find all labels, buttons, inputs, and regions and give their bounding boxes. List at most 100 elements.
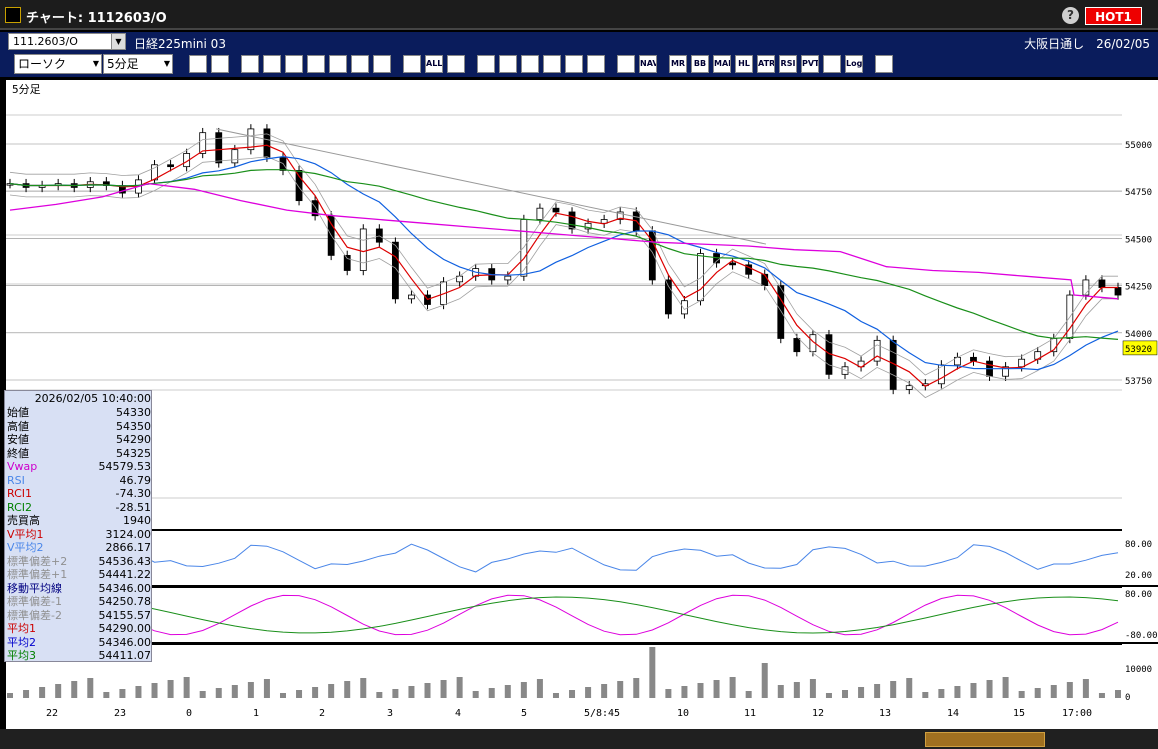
chevron-down-icon: ▼ [163, 59, 170, 68]
volume-bar [1066, 682, 1073, 698]
title-bar: チャート: 1112603/O ? HOT1 [0, 0, 1158, 30]
price-tick-label: 55000 [1125, 141, 1152, 151]
atr-icon[interactable]: ATR [757, 55, 775, 73]
period-icon[interactable] [565, 55, 583, 73]
mae-icon[interactable]: MAE [713, 55, 731, 73]
grid-icon[interactable] [211, 55, 229, 73]
volume-bar [440, 680, 447, 698]
disabled-icon[interactable] [617, 55, 635, 73]
back-icon[interactable] [307, 55, 325, 73]
settings-icon[interactable] [447, 55, 465, 73]
candle-body [536, 207, 544, 220]
volume-bar [1098, 693, 1105, 698]
cursor-icon[interactable] [285, 55, 303, 73]
candle-body [873, 339, 881, 362]
time-tick-label: 0 [186, 708, 192, 719]
time-axis-panel [6, 700, 1158, 729]
volume-bar [954, 686, 961, 698]
info-value: 54330 [116, 406, 151, 419]
window-title: チャート: 1112603/O [26, 11, 167, 26]
memo-icon[interactable] [329, 55, 347, 73]
rsi-icon[interactable]: RSI [779, 55, 797, 73]
volume-bar [520, 682, 527, 698]
zoom-icon[interactable] [543, 55, 561, 73]
info-value: 54441.22 [98, 568, 152, 581]
hl-icon[interactable]: HL [735, 55, 753, 73]
search-icon[interactable] [189, 55, 207, 73]
info-value: 54346.00 [98, 635, 152, 649]
time-scrollbar[interactable] [0, 729, 1158, 749]
time-tick-label: 11 [744, 708, 756, 719]
volume-bar [167, 680, 174, 698]
pvt-icon[interactable]: PVT [801, 55, 819, 73]
volume-bar [263, 679, 270, 698]
hot-button[interactable]: HOT1 [1085, 7, 1142, 25]
draw-icon[interactable] [241, 55, 259, 73]
chart-type-select[interactable]: ローソク ▼ [14, 54, 102, 74]
log-icon[interactable]: Log [845, 55, 863, 73]
bb-icon[interactable]: BB [691, 55, 709, 73]
scrollbar-thumb[interactable] [925, 732, 1045, 747]
candle-body [793, 338, 801, 353]
info-value: 54536.43 [98, 554, 152, 568]
ma3-line [9, 169, 1119, 340]
symbol-input[interactable]: 111.2603/O ▼ [8, 33, 126, 50]
volume-bar [938, 689, 945, 698]
candle-mode-icon[interactable] [403, 55, 421, 73]
info-row: 高値 54350 [7, 420, 151, 433]
time-tick-label: 15 [1013, 708, 1025, 719]
all-icon[interactable]: ALL [425, 55, 443, 73]
info-value: 54155.57 [98, 608, 152, 622]
candle-body [199, 132, 207, 154]
volume-bar [809, 679, 816, 698]
price-tick-label: 54250 [1125, 283, 1152, 293]
info-value: -74.30 [115, 487, 151, 500]
symbol-value: 111.2603/O [13, 35, 78, 48]
info-value: 46.79 [119, 473, 152, 487]
interval-value: 5分足 [107, 57, 139, 71]
nav-icon[interactable]: NAV [639, 55, 657, 73]
info-row: 売買高 1940 [7, 514, 151, 527]
volume-bar [119, 689, 126, 698]
export-icon[interactable] [875, 55, 893, 73]
tools-icon[interactable] [477, 55, 495, 73]
candle-body [295, 170, 303, 202]
volume-bar [585, 687, 592, 698]
color-icon[interactable] [499, 55, 517, 73]
volume-bar [697, 683, 704, 698]
volume-bar [890, 681, 897, 698]
time-tick-label: 4 [455, 708, 461, 719]
chart-area[interactable]: 5分足 55000 54750 54500 54250 54000 53750 53920 80… [6, 80, 1158, 729]
volume-bar [825, 693, 832, 698]
volume-bar [745, 691, 752, 698]
line-icon[interactable] [263, 55, 281, 73]
clear-icon[interactable] [351, 55, 369, 73]
rsi-tick-label: 80.00 [1125, 540, 1152, 550]
volume-bar [729, 677, 736, 698]
candle-icon[interactable] [373, 55, 391, 73]
info-row: 移動平均線 54346.00 [7, 582, 151, 595]
chevron-down-icon[interactable]: ▼ [111, 34, 125, 49]
candle-body [552, 207, 560, 213]
candle-body [343, 254, 351, 271]
app-chart-icon [5, 7, 21, 23]
help-button[interactable]: ? [1062, 7, 1079, 24]
volume-bar [761, 663, 768, 698]
info-label: RCI2 [7, 500, 33, 514]
cross-icon[interactable] [587, 55, 605, 73]
info-label: 安値 [7, 433, 29, 446]
window-icon[interactable] [823, 55, 841, 73]
time-tick-label: 12 [812, 708, 824, 719]
volume-bar [215, 688, 222, 698]
info-label: Vwap [7, 460, 38, 473]
down-icon[interactable] [521, 55, 539, 73]
volume-bar [55, 684, 62, 698]
candle-body [215, 132, 223, 164]
session-label: 大阪日通し [1024, 37, 1085, 51]
interval-select[interactable]: 5分足 ▼ [103, 54, 173, 74]
info-value: -28.51 [115, 500, 151, 514]
mr-icon[interactable]: MR [669, 55, 687, 73]
volume-bar [231, 685, 238, 698]
candle-body [520, 219, 528, 277]
info-label: V平均1 [7, 527, 44, 541]
